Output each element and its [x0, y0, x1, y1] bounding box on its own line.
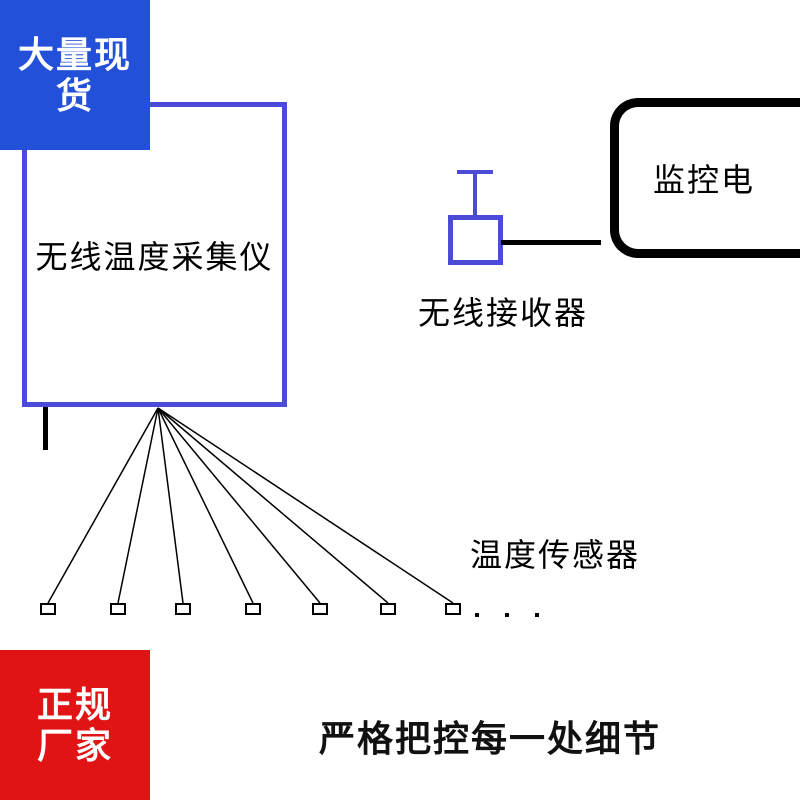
sensors-label: 温度传感器 — [470, 530, 640, 576]
monitor-box: 监控电 — [610, 98, 800, 258]
badge-bottom-left: 正规厂家 — [0, 650, 150, 800]
sensor-node — [245, 603, 261, 615]
badge-top-left: 大量现货 — [0, 0, 150, 150]
receiver-box — [448, 215, 503, 265]
sensor-node — [312, 603, 328, 615]
collector-bottom-stub — [43, 405, 48, 450]
sensor-node — [380, 603, 396, 615]
sensor-node — [40, 603, 56, 615]
ellipsis-dot — [535, 613, 539, 617]
monitor-label: 监控电 — [653, 155, 755, 201]
receiver-antenna-vertical — [473, 170, 477, 218]
ellipsis-dot — [475, 613, 479, 617]
ellipsis-dot — [505, 613, 509, 617]
sensor-node — [445, 603, 461, 615]
receiver-antenna-horizontal — [457, 170, 493, 174]
collector-label: 无线温度采集仪 — [35, 232, 273, 278]
receiver-monitor-link — [501, 240, 601, 245]
badge-bottom-left-text: 正规厂家 — [37, 684, 113, 767]
receiver-label: 无线接收器 — [418, 288, 588, 334]
badge-top-left-text: 大量现货 — [0, 34, 150, 117]
sensor-node — [110, 603, 126, 615]
sensor-node — [175, 603, 191, 615]
footer-slogan: 严格把控每一处细节 — [180, 710, 800, 762]
